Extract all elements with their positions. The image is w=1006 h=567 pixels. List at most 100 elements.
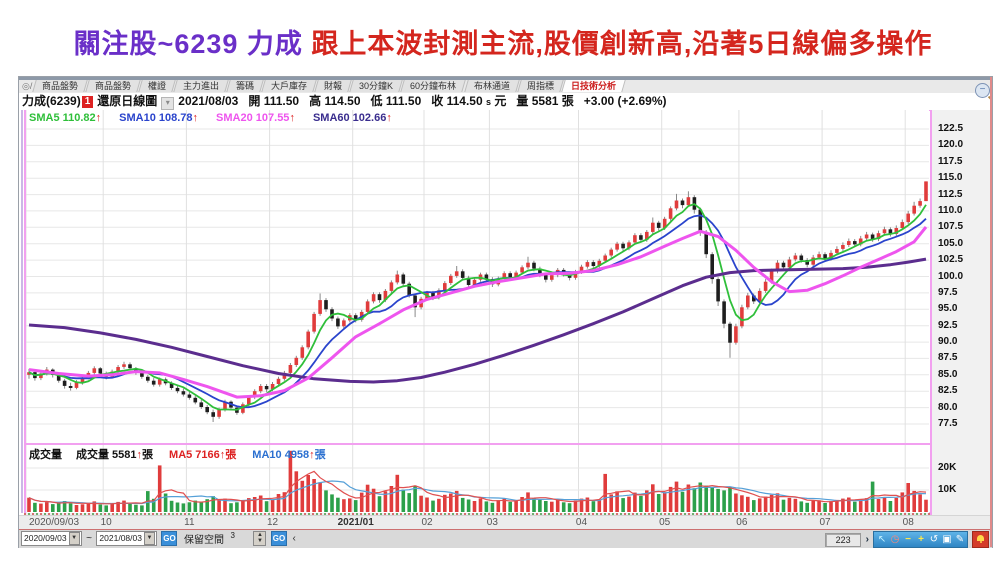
vol-legend-成交量: 成交量 5581↑張 [76, 449, 154, 461]
volume-tick-label: 20K [938, 462, 957, 473]
window-top-strip [19, 77, 992, 80]
volume-value: 5581 [531, 94, 559, 108]
legend-sma5: SMA5 110.82↑ [29, 112, 102, 124]
page-title: 關注股~6239 力成 跟上本波封測主流,股價創新高,沿著5日線偏多操作 [0, 22, 1006, 61]
price-tick-label: 105.0 [938, 237, 964, 249]
toolbar-divider [19, 529, 992, 530]
page-title-stock: 關注股~6239 力成 [73, 29, 303, 59]
symbol-name[interactable]: 力成(6239) [22, 94, 81, 108]
pointer-nw-icon[interactable]: ↖ [877, 534, 887, 545]
undo-icon[interactable]: ↺ [929, 534, 939, 545]
bar-count-input[interactable]: 223 [825, 532, 862, 547]
price-tick-label: 100.0 [938, 270, 964, 282]
vol-legend-ma5: MA5 7166↑張 [169, 449, 237, 461]
price-tick-label: 92.5 [938, 319, 958, 331]
tab-權證[interactable]: 權證 [138, 80, 177, 92]
tab-周指標[interactable]: 周指標 [516, 80, 564, 92]
sma20-line [28, 226, 928, 399]
price-tick-label: 95.0 [938, 303, 958, 315]
date-axis-label: 11 [184, 517, 195, 528]
sma5-line [28, 203, 927, 411]
alert-bell-icon[interactable] [972, 531, 989, 548]
close-value: 114.50 [446, 94, 483, 108]
price-tick-label: 85.0 [938, 368, 958, 380]
apply-button[interactable]: GO [271, 531, 287, 547]
legend-sma10: SMA10 108.78↑ [119, 112, 199, 124]
candlestick-series [27, 181, 928, 422]
price-ma-legend: SMA5 110.82↑ SMA10 108.78↑ SMA20 107.55↑ SM… [29, 112, 410, 124]
price-tick-label: 107.5 [938, 221, 964, 233]
daily-badge: 1 [81, 96, 94, 108]
date-axis-label: 04 [575, 517, 588, 528]
tab-籌碼[interactable]: 籌碼 [226, 80, 265, 92]
date-to-combo[interactable]: 2021/08/03 ▼ [96, 531, 157, 547]
date-axis-label: 02 [421, 517, 433, 528]
change-value: +3.00 (+2.69%) [583, 94, 667, 108]
tab-30分鐘K[interactable]: 30分鐘K [349, 80, 404, 92]
quote-date: 2021/08/03 [178, 94, 239, 108]
vol-legend-ma10: MA10 4958↑張 [252, 449, 326, 461]
date-axis-label: 10 [100, 517, 112, 528]
window-icon[interactable]: ▣ [942, 534, 952, 545]
date-axis-label: 08 [902, 517, 914, 528]
date-axis-label: 05 [659, 517, 671, 528]
date-to-dropdown-icon[interactable]: ▼ [143, 532, 155, 546]
system-menu-icon[interactable]: ◎/ [22, 81, 33, 91]
tab-主力進出[interactable]: 主力進出 [173, 80, 230, 92]
volume-bars [27, 450, 928, 512]
low-label: 低 [370, 94, 383, 108]
volume-tick-label: 10K [938, 484, 957, 495]
date-from-combo[interactable]: 2020/09/03 ▼ [21, 531, 82, 547]
price-tick-label: 117.5 [938, 155, 963, 167]
info-bar: 力成(6239) 1 還原日線圖 ▾ 2021/08/03 開 111.50 高 114.5… [19, 93, 992, 110]
clock-icon[interactable]: ◷ [890, 534, 900, 545]
price-tick-label: 102.5 [938, 254, 964, 266]
volume-pane-title: 成交量 [29, 449, 62, 461]
reserve-space-spinner[interactable]: ▲ ▼ [253, 531, 267, 547]
unit-s: s [486, 97, 492, 107]
zoom-in-icon[interactable]: + [918, 534, 924, 545]
date-axis-label: 07 [819, 517, 831, 528]
high-label: 高 [309, 94, 322, 108]
tab-財報[interactable]: 財報 [314, 80, 353, 92]
date-axis-label: 2020/09/03 [28, 517, 80, 528]
expand-chevron-icon[interactable]: › [865, 534, 869, 545]
tab-bar: ◎/商品盤勢 商品盤勢 權證 主力進出 籌碼 大戶庫存 財報 30分鐘K 60分鐘布林 布林通道周… [19, 80, 992, 94]
price-tick-label: 115.0 [938, 172, 963, 184]
chart-tool-strip: ↖ ◷ − + ↺ ▣ ✎ [873, 531, 969, 548]
high-value: 114.50 [324, 94, 361, 108]
magnifier-zoom-out-icon[interactable]: − [975, 83, 990, 98]
tab-布林通道[interactable]: 布林通道 [463, 80, 520, 92]
price-tick-label: 97.5 [938, 286, 958, 298]
date-axis-label: 03 [486, 517, 498, 528]
go-button[interactable]: GO [161, 531, 178, 547]
volume-chart-pane[interactable] [26, 445, 929, 513]
tab-商品盤勢[interactable]: 商品盤勢 [85, 80, 142, 92]
volume-ma5-line [28, 470, 927, 505]
price-axis-gutter: 122.5 120.0 117.5 115.0 112.5 110.0 107.5 105.0… [930, 110, 992, 529]
price-chart-pane[interactable] [26, 110, 929, 443]
tab-60分鐘布林[interactable]: 60分鐘布林 [400, 80, 467, 92]
date-axis-label: 2021/01 [337, 517, 374, 528]
date-from-dropdown-icon[interactable]: ▼ [68, 532, 80, 546]
tab-日技術分析[interactable]: 日技術分析 [560, 80, 626, 92]
price-tick-label: 82.5 [938, 385, 958, 397]
price-tick-label: 112.5 [938, 188, 963, 200]
volume-ma10-line [28, 480, 927, 505]
chart-type-dropdown-icon[interactable]: ▾ [161, 97, 175, 110]
tab-大戶庫存[interactable]: 大戶庫存 [261, 80, 318, 92]
close-label: 收 [431, 94, 444, 108]
axis-tick-strip [24, 513, 930, 515]
tab-商品盤勢[interactable]: 商品盤勢 [32, 80, 89, 92]
reserve-space-label: 保留空間 [184, 535, 224, 547]
chart-type-label[interactable]: 還原日線圖 [97, 94, 158, 108]
zoom-out-icon[interactable]: − [905, 534, 911, 545]
price-gridlines [26, 110, 929, 443]
volume-legend: 成交量 成交量 5581↑張 MA5 7166↑張 MA10 4958↑張 [29, 446, 342, 462]
collapse-left-icon[interactable]: ‹ [292, 533, 296, 545]
sma60-line [28, 257, 927, 384]
tools-icon[interactable]: ✎ [955, 534, 965, 545]
reserve-space-value[interactable]: 3 [230, 531, 235, 540]
volume-unit: 張 [561, 94, 574, 108]
